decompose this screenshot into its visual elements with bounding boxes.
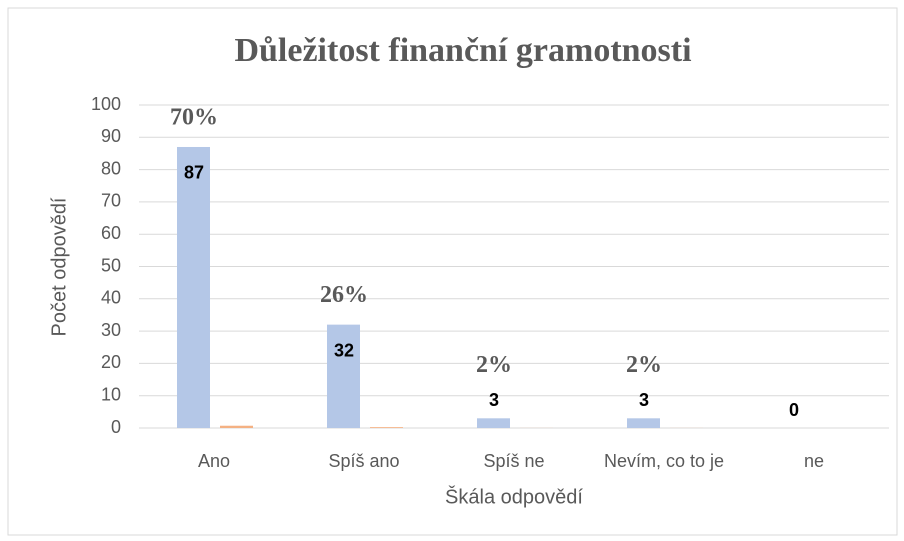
y-tick-label: 50: [101, 255, 121, 275]
y-tick-label: 30: [101, 320, 121, 340]
x-tick-label: Spíš ne: [483, 451, 544, 471]
y-tick-label: 80: [101, 158, 121, 178]
y-axis-title: Počet odpovědí: [48, 197, 70, 336]
x-axis-title: Škála odpovědí: [445, 485, 583, 508]
data-label: 3: [639, 390, 649, 410]
chart-title: Důležitost finanční gramotnosti: [234, 32, 691, 69]
data-label: 87: [184, 163, 204, 183]
bar: [177, 146, 210, 429]
data-label: 70%: [170, 104, 218, 130]
data-label: 26%: [320, 282, 368, 308]
y-tick-label: 60: [101, 223, 121, 243]
y-tick-label: 70: [101, 191, 121, 211]
x-tick-label: ne: [804, 451, 824, 471]
y-tick-label: 10: [101, 384, 121, 404]
x-tick-label: Ano: [198, 451, 230, 471]
y-tick-label: 90: [101, 126, 121, 146]
y-tick-label: 0: [111, 417, 121, 437]
y-tick-label: 20: [101, 352, 121, 372]
chart-frame: [7, 7, 898, 536]
y-tick-label: 40: [101, 288, 121, 308]
bar: [370, 427, 403, 428]
data-label: 0: [789, 400, 799, 420]
bar: [220, 425, 253, 428]
data-label: 3: [489, 390, 499, 410]
x-tick-label: Nevím, co to je: [604, 451, 724, 471]
bar: [477, 418, 510, 428]
data-label: 32: [334, 340, 354, 360]
data-label: 2%: [626, 352, 662, 378]
data-label: 2%: [476, 352, 512, 378]
bar: [327, 324, 360, 428]
x-tick-label: Spíš ano: [328, 451, 399, 471]
bar: [627, 418, 660, 428]
y-tick-label: 100: [91, 94, 121, 114]
